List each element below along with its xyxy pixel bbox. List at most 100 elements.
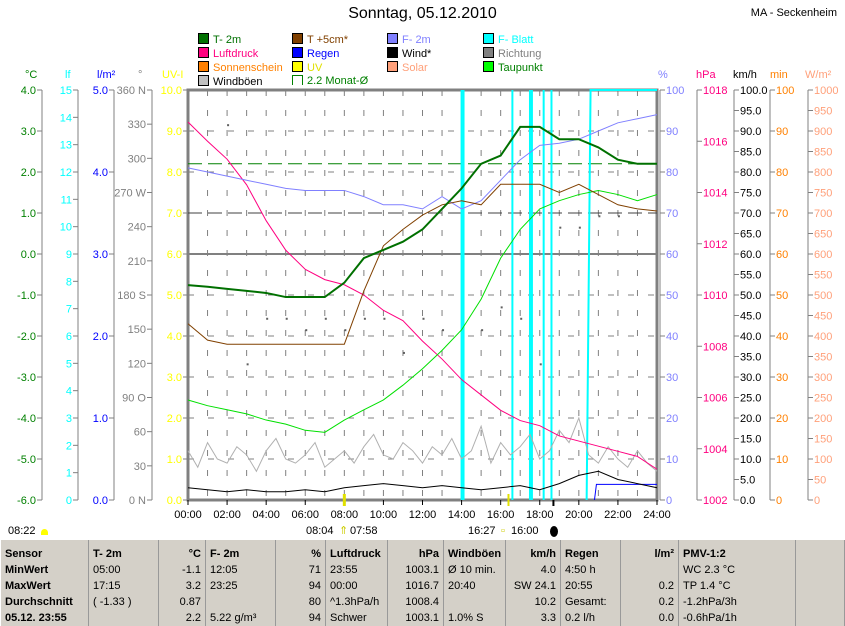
- legend-swatch: [292, 47, 303, 58]
- sun-arrow-icon: ⇑: [339, 525, 349, 537]
- x-axis-tick-label: 02:00: [213, 509, 241, 521]
- axis-tick-label: 60: [776, 249, 788, 261]
- legend-label: T +5cm*: [307, 34, 349, 46]
- legend-item: F- Blatt: [483, 33, 533, 46]
- wind-direction-point: [383, 317, 386, 320]
- axis-tick-label: 10: [666, 454, 678, 466]
- table-cell: T- 2m: [88, 540, 159, 562]
- wind-direction-point: [500, 306, 503, 309]
- legend-label: Taupunkt: [498, 62, 543, 74]
- axis-tick-label: -2.0: [17, 331, 36, 343]
- legend-item: F- 2m: [387, 33, 431, 46]
- axis-tick-label: 90: [776, 126, 788, 138]
- axis-tick-label: 300: [128, 153, 146, 165]
- legend-item: Taupunkt: [483, 61, 543, 74]
- wind-direction-point: [578, 226, 581, 229]
- x-axis-tick-label: 14:00: [448, 509, 476, 521]
- axis-tick-label: 10.0: [161, 85, 182, 97]
- table-cell: 1.0% S: [443, 610, 506, 626]
- axis-tick-label: 75.0: [740, 188, 761, 200]
- chart-title: Sonntag, 05.12.2010: [348, 5, 497, 22]
- axis-tick-label: 40: [776, 331, 788, 343]
- legend-item: Wind*: [387, 47, 431, 60]
- axis-tick-label: 0: [814, 495, 820, 507]
- axis-tick-label: 150: [128, 324, 146, 336]
- table-cell: [795, 562, 845, 578]
- table-cell: Durchschnitt: [0, 594, 89, 610]
- axis-tick-label: 200: [814, 413, 832, 425]
- axis-tick-label: 1010: [703, 290, 727, 302]
- axis-tick-label: 45.0: [740, 311, 761, 323]
- table-cell: km/h: [505, 540, 561, 562]
- axis-tick-label: 4: [66, 386, 72, 398]
- axis-tick-label: 70.0: [740, 208, 761, 220]
- axis-tick-label: 9.0: [167, 126, 182, 138]
- wind-direction-point: [266, 317, 269, 320]
- legend-label: Regen: [307, 48, 340, 60]
- axis-tick-label: 2.0: [21, 167, 36, 179]
- wind-direction-point: [305, 329, 308, 332]
- axis-tick-label: 1.0: [167, 454, 182, 466]
- table-cell: %: [275, 540, 326, 562]
- legend-item: Richtung: [483, 47, 541, 60]
- axis-tick-label: 65.0: [740, 229, 761, 241]
- axis-unit-label: %: [658, 69, 668, 81]
- wind-direction-point: [324, 317, 327, 320]
- table-cell: -1.1: [158, 562, 206, 578]
- x-axis-tick-label: 12:00: [409, 509, 437, 521]
- table-cell: 94: [275, 578, 326, 594]
- axis-tick-label: 100: [776, 85, 794, 97]
- axis-tick-label: 7.0: [167, 208, 182, 220]
- moon-small-icon: ▫: [501, 525, 505, 537]
- axis-tick-label: 360 N: [117, 85, 146, 97]
- axis-unit-label: UV-I: [162, 69, 183, 81]
- axis-tick-label: 8.0: [167, 167, 182, 179]
- axis-tick-label: 800: [814, 167, 832, 179]
- axis-tick-label: 70: [776, 208, 788, 220]
- axis-tick-label: 2.0: [93, 331, 108, 343]
- axis-tick-label: 3.0: [167, 372, 182, 384]
- table-cell: 3.2: [158, 578, 206, 594]
- table-cell: F- 2m: [205, 540, 276, 562]
- wind-direction-point: [539, 363, 542, 366]
- axis-tick-label: 14: [60, 112, 72, 124]
- legend-item: 2.2 Monat-Ø: [292, 75, 368, 88]
- axis-tick-label: 750: [814, 188, 832, 200]
- table-cell: Gesamt:: [560, 594, 621, 610]
- table-cell: ^1.3hPa/h: [325, 594, 388, 610]
- table-cell: 2.2: [158, 610, 206, 626]
- axis-tick-label: 0 N: [129, 495, 146, 507]
- axis-tick-label: 8: [66, 276, 72, 288]
- legend-swatch: [483, 33, 494, 44]
- axis-tick-label: 240: [128, 222, 146, 234]
- axis-tick-label: 11: [61, 194, 72, 206]
- axis-tick-label: 25.0: [740, 393, 761, 405]
- table-cell: 1003.1: [387, 610, 444, 626]
- axis-tick-label: 20: [666, 413, 678, 425]
- table-cell: Ø 10 min.: [443, 562, 506, 578]
- marker-1-time-a: 08:04: [306, 525, 334, 537]
- axis-tick-label: 1016: [703, 136, 727, 148]
- legend-swatch: [198, 47, 209, 58]
- axis-tick-label: 85.0: [740, 147, 761, 159]
- table-cell: 20:40: [443, 578, 506, 594]
- axis-tick-label: 15: [60, 85, 72, 97]
- table-cell: 0.2: [620, 578, 679, 594]
- axis-tick-label: 70: [666, 208, 678, 220]
- table-cell: ( -1.33 ): [88, 594, 159, 610]
- axis-tick-label: 3.0: [93, 249, 108, 261]
- axis-tick-label: -6.0: [17, 495, 36, 507]
- legend-label: T- 2m: [213, 34, 242, 46]
- axis-tick-label: 270 W: [114, 188, 146, 200]
- wind-direction-point: [227, 124, 230, 127]
- axis-tick-label: 95.0: [740, 106, 761, 118]
- axis-tick-label: 500: [814, 290, 832, 302]
- table-cell: -0.6hPa/1h: [678, 610, 796, 626]
- axis-tick-label: 5.0: [740, 475, 755, 487]
- axis-tick-label: -5.0: [17, 454, 36, 466]
- axis-tick-label: 40.0: [740, 331, 761, 343]
- axis-tick-label: 80: [776, 167, 788, 179]
- legend-item: Regen: [292, 47, 339, 60]
- table-cell: 80: [275, 594, 326, 610]
- axis-unit-label: l/m²: [97, 69, 116, 81]
